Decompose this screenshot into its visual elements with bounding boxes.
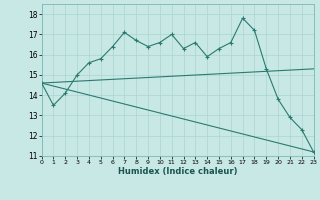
X-axis label: Humidex (Indice chaleur): Humidex (Indice chaleur) (118, 167, 237, 176)
